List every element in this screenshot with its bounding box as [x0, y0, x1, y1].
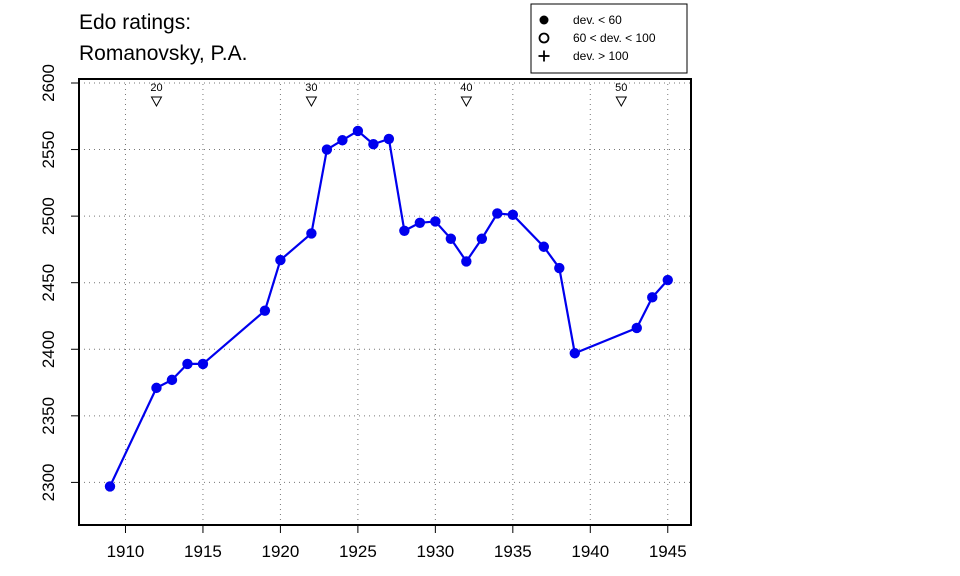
- legend: dev. < 60 60 < dev. < 100 dev. > 100: [530, 3, 688, 74]
- x-tick-label-1920: 1920: [262, 542, 300, 561]
- y-axis: 2300 2350 2400 2450 2500 2550 2600: [39, 64, 79, 501]
- data-point-1937: [538, 241, 550, 252]
- x-tick-label-1940: 1940: [571, 542, 609, 561]
- age-marker-label-40: 40: [460, 82, 472, 94]
- y-tick-label-2300: 2300: [39, 463, 58, 501]
- chart-title-line-2: Romanovsky, P.A.: [79, 42, 247, 65]
- age-markers: 20 30 40 50: [150, 82, 628, 108]
- y-tick-label-2500: 2500: [39, 197, 58, 235]
- y-tick-label-2450: 2450: [39, 264, 58, 302]
- data-point-1926: [368, 139, 379, 150]
- x-tick-label-1945: 1945: [649, 542, 687, 561]
- data-point-1944: [647, 292, 658, 303]
- data-point-1922: [306, 228, 317, 239]
- y-tick-label-2400: 2400: [39, 330, 58, 368]
- x-tick-label-1925: 1925: [339, 542, 377, 561]
- x-tick-label-1915: 1915: [184, 542, 222, 561]
- data-point-1913: [166, 374, 178, 386]
- legend-plus-icon: [538, 50, 550, 62]
- data-point-1930: [430, 216, 441, 227]
- data-point-1939: [569, 348, 580, 359]
- x-tick-label-1910: 1910: [107, 542, 145, 561]
- x-tick-label-1935: 1935: [494, 542, 532, 561]
- x-axis: 1910 1915 1920 1925 1930 1935 1940 1945: [107, 525, 687, 561]
- data-point-1919: [259, 305, 271, 316]
- data-point-1912: [151, 382, 162, 394]
- data-point-1931: [445, 233, 457, 244]
- age-marker-triangle-icon: [305, 96, 318, 108]
- age-marker-label-20: 20: [150, 82, 162, 94]
- data-point-1915: [197, 358, 209, 370]
- data-point-1928: [399, 225, 410, 236]
- y-tick-label-2550: 2550: [39, 131, 58, 169]
- legend-label-dev-60-100: 60 < dev. < 100: [573, 31, 656, 45]
- data-point-1923: [321, 144, 333, 155]
- data-point-1909: [104, 481, 116, 492]
- age-marker-label-50: 50: [615, 82, 627, 94]
- data-point-1924: [337, 135, 348, 146]
- chart-title-line-1: Edo ratings:: [79, 11, 191, 34]
- data-point-1929: [414, 217, 426, 228]
- series-line: [108, 129, 669, 487]
- data-point-1934: [492, 208, 503, 219]
- y-tick-label-2350: 2350: [39, 397, 58, 435]
- legend-box: [530, 3, 688, 74]
- legend-filled-circle-icon: [539, 15, 549, 25]
- data-point-1933: [476, 233, 488, 244]
- data-point-1935: [507, 209, 519, 220]
- age-marker-label-30: 30: [305, 82, 317, 94]
- legend-open-circle-icon: [538, 32, 550, 44]
- legend-label-dev-gt-100: dev. > 100: [573, 49, 629, 63]
- data-point-1938: [554, 262, 565, 274]
- age-marker-triangle-icon: [460, 96, 473, 108]
- data-point-1945: [662, 274, 673, 286]
- grid-lines: [79, 79, 691, 525]
- data-point-1920: [275, 254, 286, 266]
- legend-label-dev-lt-60: dev. < 60: [573, 13, 622, 27]
- age-marker-triangle-icon: [150, 96, 163, 108]
- data-point-1932: [461, 256, 472, 267]
- plot-frame: [78, 78, 692, 526]
- data-point-1927: [383, 133, 395, 145]
- age-marker-triangle-icon: [615, 96, 628, 108]
- data-point-1943: [631, 322, 642, 334]
- data-point-1925: [352, 125, 364, 137]
- x-tick-label-1930: 1930: [416, 542, 454, 561]
- y-tick-label-2600: 2600: [39, 64, 58, 102]
- data-point-1914: [182, 358, 193, 370]
- rating-series: [104, 125, 673, 492]
